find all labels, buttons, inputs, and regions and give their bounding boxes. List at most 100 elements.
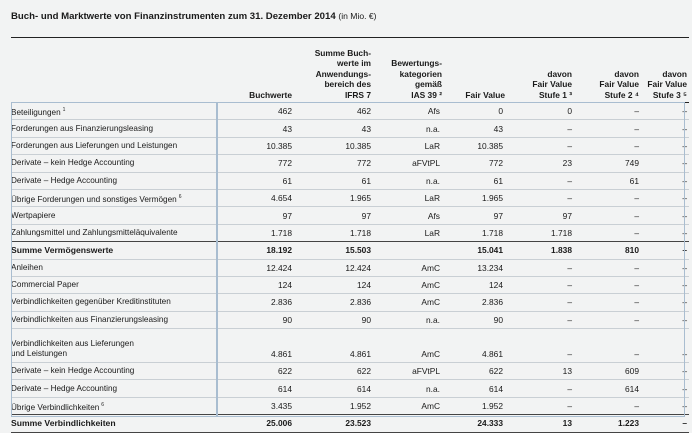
header-label-col <box>11 37 216 103</box>
row-label: Derivate – kein Hedge Accounting <box>11 154 216 173</box>
row-label-text: Forderungen aus Lieferungen und Leistung… <box>11 140 178 150</box>
cell-summe-buchwerte: 4.861 <box>294 328 373 363</box>
cell-stufe-3: – <box>641 258 689 277</box>
row-label-text: Verbindlichkeiten aus Lieferungen und Le… <box>11 339 134 359</box>
cell-kategorie: LaR <box>373 188 444 207</box>
cell-summe-buchwerte: 43 <box>294 119 373 138</box>
cell-stufe-2: 614 <box>574 379 641 398</box>
cell-buchwerte: 90 <box>216 310 294 329</box>
cell-fair-value: 1.952 <box>444 396 507 415</box>
cell-stufe-3: – <box>641 310 689 329</box>
table-row: Verbindlichkeiten aus Lieferungen und Le… <box>11 328 689 363</box>
row-label: Zahlungsmittel und Zahlungsmitteläquival… <box>11 223 216 242</box>
cell-buchwerte: 4.654 <box>216 188 294 207</box>
cell-summe-buchwerte: 772 <box>294 154 373 173</box>
row-label-text: Verbindlichkeiten aus Finanzierungsleasi… <box>11 314 169 324</box>
cell-buchwerte: 43 <box>216 119 294 138</box>
cell-stufe-1: 13 <box>507 362 574 380</box>
cell-stufe-2: 609 <box>574 362 641 380</box>
cell-stufe-2: – <box>574 136 641 155</box>
cell-stufe-2: 810 <box>574 241 641 260</box>
cell-summe-buchwerte: 10.385 <box>294 136 373 155</box>
table-row: Übrige Verbindlichkeiten 6 3.435 1.952 AmC 1.… <box>11 396 689 415</box>
row-label-text: Summe Vermögenswerte <box>11 245 114 256</box>
table-row: Derivate – kein Hedge Accounting 772 772 aF… <box>11 154 689 173</box>
table-row: Derivate – Hedge Accounting 61 61 n.a. 61–61… <box>11 171 689 190</box>
cell-stufe-3: – <box>641 379 689 398</box>
footnote-marker: 6 <box>178 193 182 200</box>
cell-stufe-1: – <box>507 396 574 415</box>
cell-stufe-3: – <box>641 396 689 415</box>
cell-fair-value: 97 <box>444 206 507 225</box>
row-label-text: Übrige Forderungen und sonstiges Vermöge… <box>11 194 177 204</box>
table-row: Verbindlichkeiten aus Finanzierungsleasi… <box>11 310 689 329</box>
cell-buchwerte: 2.836 <box>216 293 294 312</box>
cell-stufe-3: – <box>641 119 689 138</box>
row-label: Forderungen aus Finanzierungsleasing <box>11 119 216 138</box>
cell-stufe-2: 749 <box>574 154 641 173</box>
cell-kategorie <box>373 414 444 433</box>
cell-kategorie: n.a. <box>373 119 444 138</box>
cell-stufe-3: – <box>641 328 689 363</box>
cell-summe-buchwerte: 462 <box>294 101 373 120</box>
cell-fair-value: 13.234 <box>444 258 507 277</box>
cell-summe-buchwerte: 90 <box>294 310 373 329</box>
row-label: Verbindlichkeiten gegenüber Kreditinstit… <box>11 293 216 312</box>
cell-stufe-2: – <box>574 223 641 242</box>
row-label: Übrige Forderungen und sonstiges Vermöge… <box>11 188 216 207</box>
row-label: Commercial Paper <box>11 275 216 294</box>
cell-buchwerte: 462 <box>216 101 294 120</box>
cell-kategorie: aFVtPL <box>373 362 444 380</box>
cell-summe-buchwerte: 1.952 <box>294 396 373 415</box>
cell-stufe-1: – <box>507 379 574 398</box>
table-row: Wertpapiere 97 97 Afs 97 97– – <box>11 206 689 225</box>
cell-kategorie: AmC <box>373 275 444 294</box>
cell-fair-value: 1.965 <box>444 188 507 207</box>
cell-stufe-2: – <box>574 310 641 329</box>
cell-stufe-3: – <box>641 223 689 242</box>
table-row: Übrige Forderungen und sonstiges Vermöge… <box>11 188 689 207</box>
table-title: Buch- und Marktwerte von Finanzinstrumen… <box>11 11 377 22</box>
unit-text: (in Mio. €) <box>338 11 377 21</box>
cell-kategorie: n.a. <box>373 171 444 190</box>
cell-stufe-3: – <box>641 414 689 433</box>
cell-buchwerte: 622 <box>216 362 294 380</box>
cell-stufe-3: – <box>641 154 689 173</box>
cell-stufe-2: – <box>574 188 641 207</box>
cell-stufe-1: – <box>507 293 574 312</box>
row-label: Summe Vermögenswerte <box>11 241 216 260</box>
cell-summe-buchwerte: 2.836 <box>294 293 373 312</box>
table-row: Zahlungsmittel und Zahlungsmitteläquival… <box>11 223 689 242</box>
cell-fair-value: 90 <box>444 310 507 329</box>
cell-stufe-1: – <box>507 258 574 277</box>
cell-buchwerte: 1.718 <box>216 223 294 242</box>
row-label: Derivate – Hedge Accounting <box>11 171 216 190</box>
cell-fair-value: 0 <box>444 101 507 120</box>
cell-buchwerte: 25.006 <box>216 414 294 433</box>
row-label-text: Summe Verbindlichkeiten <box>11 418 116 429</box>
row-label: Übrige Verbindlichkeiten 6 <box>11 396 216 415</box>
cell-kategorie: n.a. <box>373 310 444 329</box>
title-text: Buch- und Marktwerte von Finanzinstrumen… <box>11 11 336 22</box>
cell-stufe-3: – <box>641 206 689 225</box>
cell-summe-buchwerte: 97 <box>294 206 373 225</box>
sum-row: Summe Vermögenswerte 18.192 15.503 15.041 1.… <box>11 241 689 260</box>
cell-fair-value: 15.041 <box>444 241 507 260</box>
header-summe-buchwerte: Summe Buch- werte im Anwendungs- bereich… <box>294 37 373 103</box>
cell-stufe-2: – <box>574 328 641 363</box>
cell-buchwerte: 61 <box>216 171 294 190</box>
row-label: Anleihen <box>11 258 216 277</box>
cell-buchwerte: 97 <box>216 206 294 225</box>
cell-stufe-2: 1.223 <box>574 414 641 433</box>
table-row: Anleihen 12.424 12.424 AmC 13.234– – – <box>11 258 689 277</box>
cell-stufe-3: – <box>641 136 689 155</box>
row-label-text: Übrige Verbindlichkeiten <box>11 402 100 412</box>
cell-kategorie: n.a. <box>373 379 444 398</box>
cell-fair-value: 43 <box>444 119 507 138</box>
table-row: Forderungen aus Finanzierungsleasing 43 43… <box>11 119 689 138</box>
cell-fair-value: 124 <box>444 275 507 294</box>
header-buchwerte: Buchwerte <box>216 37 294 103</box>
cell-summe-buchwerte: 614 <box>294 379 373 398</box>
cell-stufe-2: – <box>574 206 641 225</box>
cell-stufe-3: – <box>641 101 689 120</box>
